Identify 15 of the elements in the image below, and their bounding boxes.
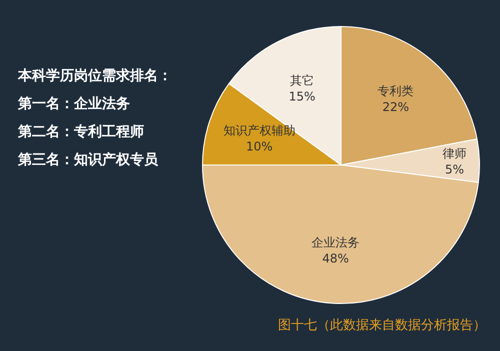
data-label: 10% <box>246 139 273 154</box>
text: 第三名：知识产权专员 <box>18 151 159 170</box>
slice-label: 知识产权辅助 <box>223 123 296 138</box>
slice-label: 专利类 <box>378 84 414 98</box>
slice-label: 其它 <box>290 73 314 88</box>
data-label: 15% <box>288 89 316 104</box>
data-label: 5% <box>444 162 464 176</box>
data-label: 22% <box>382 100 410 114</box>
text: 第二名：专利工程师 <box>18 123 145 142</box>
data-label: 48% <box>322 252 349 266</box>
text: 本科学历岗位需求排名： <box>18 67 172 86</box>
text: 第一名：企业法务 <box>18 95 131 114</box>
slice-label: 律师 <box>442 146 467 160</box>
text: 图十七（此数据来自数据分析报告） <box>278 317 486 334</box>
slice-label: 企业法务 <box>312 236 360 250</box>
